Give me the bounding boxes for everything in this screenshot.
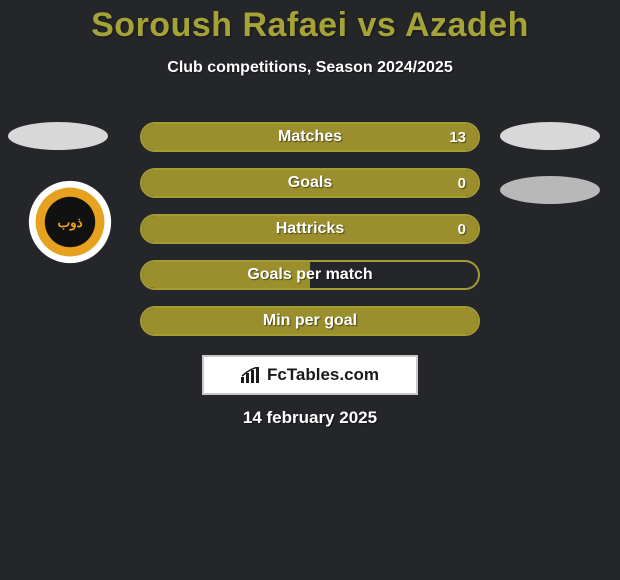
stat-bar: Goals0 — [140, 168, 480, 198]
subtitle: Club competitions, Season 2024/2025 — [0, 59, 620, 77]
stat-bar: Goals per match — [140, 260, 480, 290]
player-marker-right-1 — [500, 122, 600, 150]
stat-bar: Hattricks0 — [140, 214, 480, 244]
source-badge-text: FcTables.com — [267, 365, 379, 385]
stat-bar-label: Matches — [142, 124, 478, 150]
stat-bar-label: Goals — [142, 170, 478, 196]
stat-bar-value: 0 — [458, 216, 466, 242]
team-logo: ذوب — [28, 180, 112, 264]
player-marker-left — [8, 122, 108, 150]
stats-bars: Matches13Goals0Hattricks0Goals per match… — [140, 122, 480, 352]
stat-bar-value: 13 — [449, 124, 466, 150]
svg-text:ذوب: ذوب — [57, 215, 82, 231]
source-badge: FcTables.com — [202, 355, 418, 395]
stat-bar-label: Min per goal — [142, 308, 478, 334]
chart-icon — [241, 367, 261, 383]
date-text: 14 february 2025 — [0, 408, 620, 428]
stat-bar: Min per goal — [140, 306, 480, 336]
player-marker-right-2 — [500, 176, 600, 204]
stat-bar: Matches13 — [140, 122, 480, 152]
stat-bar-value: 0 — [458, 170, 466, 196]
stat-bar-label: Goals per match — [142, 262, 478, 288]
page-title: Soroush Rafaei vs Azadeh — [0, 0, 620, 45]
stat-bar-label: Hattricks — [142, 216, 478, 242]
